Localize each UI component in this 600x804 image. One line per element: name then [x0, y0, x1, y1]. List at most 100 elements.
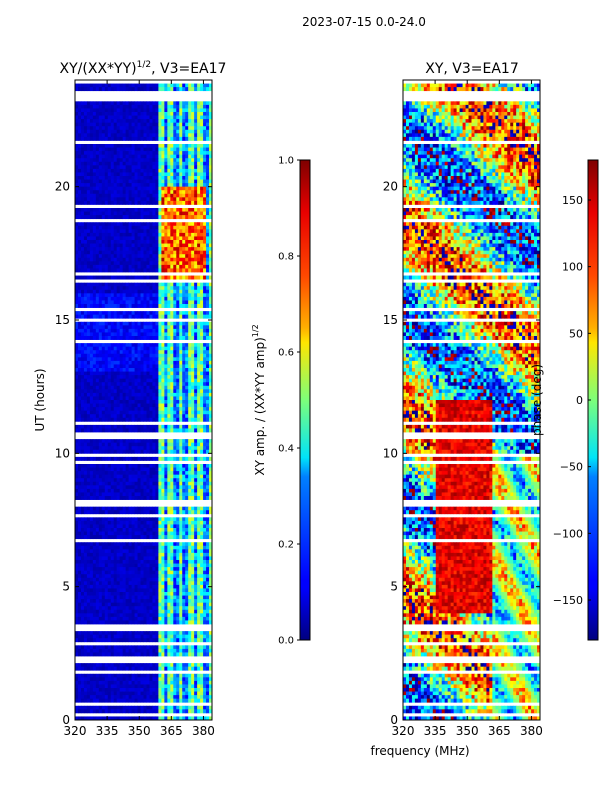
heatmap-cell: [194, 211, 198, 216]
heatmap-cell: [155, 360, 159, 365]
heatmap-cell: [164, 375, 168, 380]
heatmap-cell: [83, 119, 88, 124]
heatmap-cell: [110, 122, 115, 127]
heatmap-cell: [164, 101, 168, 106]
heatmap-cell: [92, 488, 97, 493]
heatmap-cell: [200, 520, 204, 525]
heatmap-cell: [161, 357, 165, 362]
heatmap-cell: [113, 208, 118, 212]
heatmap-cell: [200, 481, 204, 486]
heatmap-cell: [110, 439, 115, 444]
heatmap-cell: [92, 396, 97, 401]
heatmap-cell: [158, 446, 162, 451]
heatmap-cell: [77, 151, 82, 156]
heatmap-cell: [194, 268, 198, 273]
heatmap-cell: [89, 286, 94, 291]
heatmap-cell: [77, 471, 82, 476]
heatmap-cell: [116, 172, 121, 177]
heatmap-cell: [125, 392, 130, 397]
heatmap-cell: [125, 133, 130, 138]
heatmap-cell: [83, 179, 88, 184]
heatmap-cell: [191, 275, 195, 280]
heatmap-cell: [182, 254, 186, 259]
heatmap-cell: [188, 190, 192, 195]
heatmap-cell: [143, 257, 147, 262]
heatmap-cell: [131, 247, 135, 252]
heatmap-cell: [146, 193, 150, 198]
heatmap-cell: [134, 517, 138, 522]
heatmap-cell: [119, 115, 124, 120]
heatmap-cell: [104, 449, 109, 454]
heatmap-cell: [173, 254, 177, 259]
heatmap-cell: [185, 492, 189, 497]
heatmap-cell: [182, 176, 186, 180]
heatmap-cell: [134, 506, 138, 511]
heatmap-cell: [167, 442, 171, 447]
heatmap-cell: [134, 161, 138, 166]
heatmap-cell: [131, 119, 135, 124]
heatmap-cell: [188, 357, 192, 362]
heatmap-cell: [101, 531, 106, 536]
heatmap-cell: [143, 179, 147, 184]
heatmap-cell: [122, 232, 127, 237]
heatmap-cell: [101, 368, 106, 372]
heatmap-cell: [140, 144, 144, 148]
heatmap-cell: [119, 371, 124, 376]
heatmap-cell: [107, 321, 112, 326]
heatmap-cell: [116, 471, 121, 476]
heatmap-cell: [206, 481, 210, 486]
heatmap-cell: [176, 211, 180, 216]
heatmap-cell: [92, 520, 97, 525]
heatmap-cell: [206, 133, 210, 138]
heatmap-cell: [92, 300, 97, 305]
heatmap-cell: [182, 268, 186, 273]
heatmap-cell: [128, 282, 132, 287]
heatmap-cell: [77, 250, 82, 255]
heatmap-cell: [83, 243, 88, 248]
heatmap-cell: [176, 304, 180, 308]
heatmap-cell: [116, 268, 121, 273]
heatmap-cell: [98, 268, 103, 273]
heatmap-cell: [146, 247, 150, 252]
heatmap-cell: [161, 144, 165, 148]
heatmap-cell: [137, 368, 141, 372]
heatmap-cell: [119, 375, 124, 380]
heatmap-cell: [179, 144, 183, 148]
heatmap-cell: [80, 400, 85, 404]
heatmap-cell: [158, 289, 162, 294]
heatmap-cell: [134, 236, 138, 241]
heatmap-cell: [95, 190, 100, 195]
heatmap-cell: [152, 243, 156, 248]
heatmap-cell: [75, 414, 79, 419]
heatmap-cell: [134, 481, 138, 486]
heatmap-cell: [182, 364, 186, 369]
heatmap-cell: [116, 176, 121, 180]
heatmap-cell: [104, 147, 109, 152]
heatmap-cell: [101, 449, 106, 454]
heatmap-cell: [206, 414, 210, 419]
heatmap-cell: [125, 531, 130, 536]
heatmap-cell: [197, 510, 201, 515]
heatmap-cell: [200, 407, 204, 412]
heatmap-cell: [107, 183, 112, 188]
heatmap-cell: [119, 197, 124, 202]
heatmap-cell: [89, 520, 94, 525]
heatmap-cell: [209, 336, 213, 340]
heatmap-cell: [80, 197, 85, 202]
heatmap-cell: [188, 481, 192, 486]
heatmap-cell: [122, 400, 127, 404]
heatmap-cell: [131, 286, 135, 291]
heatmap-cell: [77, 364, 82, 369]
heatmap-cell: [83, 314, 88, 319]
heatmap-cell: [89, 275, 94, 280]
heatmap-cell: [86, 346, 91, 351]
heatmap-cell: [179, 353, 183, 358]
heatmap-cell: [182, 528, 186, 532]
heatmap-cell: [209, 222, 213, 227]
heatmap-cell: [188, 407, 192, 412]
heatmap-cell: [173, 510, 177, 515]
heatmap-cell: [122, 456, 127, 461]
heatmap-cell: [206, 158, 210, 163]
heatmap-cell: [152, 485, 156, 490]
heatmap-cell: [77, 506, 82, 511]
